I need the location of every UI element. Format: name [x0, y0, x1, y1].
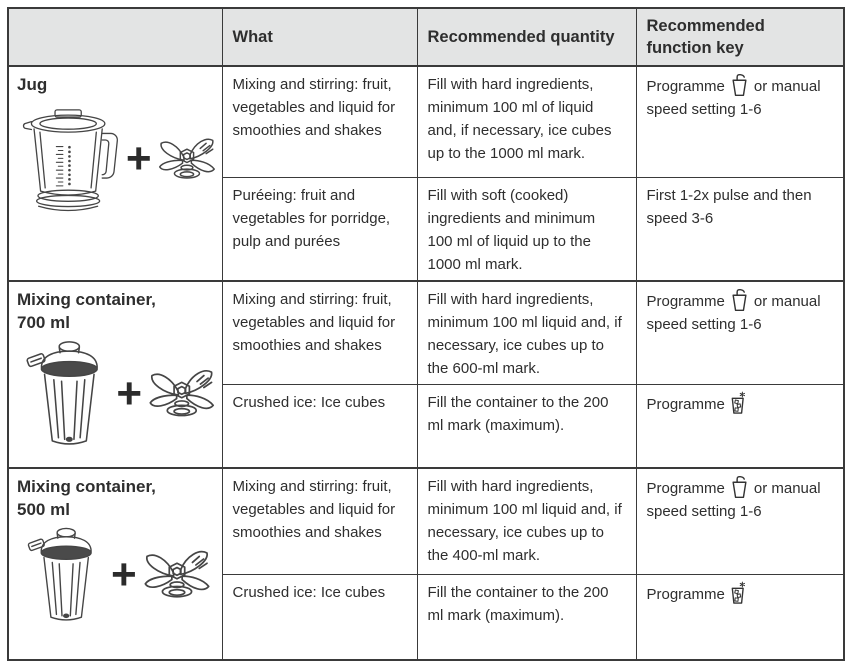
- jug-illustration: +: [17, 100, 218, 222]
- product-title: Jug: [17, 75, 48, 94]
- table-row: Mixing container, 500 ml + Mixing and st…: [7, 467, 845, 661]
- plus-sign: +: [111, 550, 137, 599]
- container-700-illustration: +: [17, 338, 218, 454]
- table-row: Jug + Mixing and stirring: fruit, vegeta…: [7, 65, 845, 282]
- cross-blade-icon: [156, 131, 218, 191]
- function-key-text: or manual speed setting 1-6: [646, 480, 821, 520]
- what-cell: Mixing and stirring: fruit, vegetables a…: [221, 280, 418, 385]
- what-cell: Puréeing: fruit and vegetables for porri…: [221, 177, 418, 282]
- function-key-cell: Programme: [635, 574, 845, 661]
- plus-sign: +: [125, 134, 152, 183]
- function-key-text: or manual speed setting 1-6: [646, 293, 821, 333]
- quantity-cell: Fill the container to the 200 ml mark (m…: [416, 384, 637, 469]
- quantity-cell: Fill the container to the 200 ml mark (m…: [416, 574, 637, 661]
- product-cell-jug: Jug +: [7, 65, 223, 282]
- what-cell: Crushed ice: Ice cubes: [221, 384, 418, 469]
- container-500-illustration: +: [17, 525, 218, 629]
- smoothie-cup-icon: [732, 288, 747, 312]
- function-key-cell: First 1-2x pulse and then speed 3-6: [635, 177, 845, 282]
- function-key-text: Programme: [646, 396, 725, 413]
- function-key-text: Programme: [646, 293, 725, 310]
- table-row: Mixing container, 700 ml + Mixing and st…: [7, 280, 845, 469]
- cross-blade-icon: [146, 366, 217, 426]
- header-function-key-label: Recommended function key: [646, 17, 765, 57]
- smoothie-cup-icon: [732, 73, 747, 97]
- function-key-text: or manual speed setting 1-6: [646, 78, 821, 118]
- quantity-cell: Fill with hard ingredients, minimum 100 …: [416, 65, 637, 178]
- header-quantity: Recommended quantity: [416, 7, 637, 67]
- header-what: What: [221, 7, 418, 67]
- what-cell: Mixing and stirring: fruit, vegetables a…: [221, 65, 418, 178]
- function-key-cell: Programme: [635, 384, 845, 469]
- function-key-cell: Programme or manual speed setting 1-6: [635, 280, 845, 385]
- smoothie-cup-icon: [732, 475, 747, 499]
- usage-table: What Recommended quantity Recommended fu…: [7, 7, 845, 661]
- function-key-text: Programme: [646, 586, 725, 603]
- table-row: Puréeing: fruit and vegetables for porri…: [8, 177, 845, 282]
- product-cell-700ml: Mixing container, 700 ml +: [7, 280, 223, 469]
- measuring-jug-icon: [17, 100, 122, 222]
- what-cell: Mixing and stirring: fruit, vegetables a…: [221, 467, 418, 575]
- quantity-cell: Fill with hard ingredients, minimum 100 …: [416, 467, 637, 575]
- shaker-bottle-icon: [17, 525, 107, 629]
- what-cell: Crushed ice: Ice cubes: [221, 574, 418, 661]
- function-key-cell: Programme or manual speed setting 1-6: [635, 65, 845, 178]
- function-key-text: Programme: [646, 480, 725, 497]
- quantity-cell: Fill with soft (cooked) ingredients and …: [416, 177, 637, 282]
- table-row: Crushed ice: Ice cubes Fill the containe…: [8, 384, 845, 469]
- product-cell-500ml: Mixing container, 500 ml +: [7, 467, 223, 661]
- product-title: Mixing container, 700 ml: [17, 290, 156, 332]
- shaker-bottle-icon: [17, 338, 112, 454]
- crushed-ice-icon: [731, 581, 745, 604]
- function-key-text: First 1-2x pulse and then speed 3-6: [646, 187, 812, 227]
- header-product: [7, 7, 223, 67]
- function-key-text: Programme: [646, 78, 725, 95]
- quantity-cell: Fill with hard ingredients, minimum 100 …: [416, 280, 637, 385]
- function-key-cell: Programme or manual speed setting 1-6: [635, 467, 845, 575]
- header-row: What Recommended quantity Recommended fu…: [7, 7, 845, 67]
- crushed-ice-icon: [731, 391, 745, 414]
- header-function-key: Recommended function key: [635, 7, 845, 67]
- product-title: Mixing container, 500 ml: [17, 477, 156, 519]
- cross-blade-icon: [141, 547, 213, 607]
- plus-sign: +: [116, 369, 143, 418]
